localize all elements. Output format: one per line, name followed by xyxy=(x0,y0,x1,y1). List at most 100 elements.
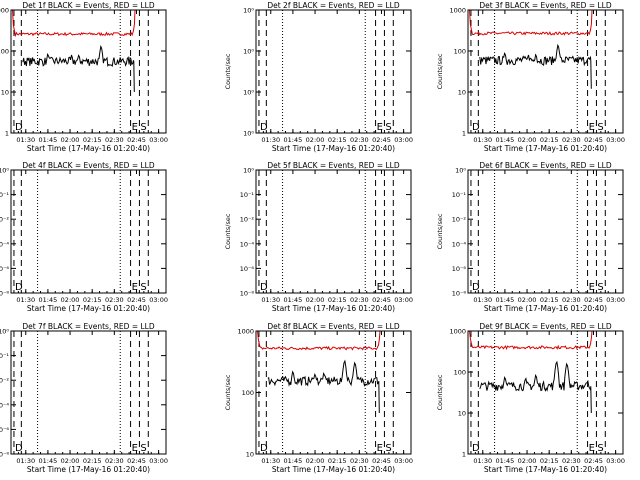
x-tick-label: 02:45 xyxy=(372,457,391,465)
marker-label: E xyxy=(132,122,138,133)
y-axis-label: Counts/sec xyxy=(224,213,232,249)
x-axis-label: Start Time (17-May-16 01:20:40) xyxy=(272,465,395,474)
x-tick-label: 02:15 xyxy=(540,136,559,144)
plot-frame xyxy=(10,330,167,455)
x-tick-label: 03:00 xyxy=(606,457,625,465)
y-tick-label: 100 xyxy=(454,369,466,377)
panel-5: Det 5f BLACK = Events, RED = LLD D E S 01:30… xyxy=(224,161,413,313)
y-tick-label: 1 xyxy=(5,130,9,138)
plot-frame xyxy=(10,169,167,294)
y-tick-label: 10⁰ xyxy=(243,130,254,138)
x-tick-label: 03:00 xyxy=(394,457,413,465)
x-tick-label: 03:00 xyxy=(394,296,413,304)
lld-series-line xyxy=(469,330,593,351)
y-axis-label: Counts/sec xyxy=(436,374,444,410)
y-tick-label: 10 xyxy=(458,89,466,97)
x-axis-label: Start Time (17-May-16 01:20:40) xyxy=(27,304,150,313)
x-tick-label: 01:45 xyxy=(496,457,515,465)
y-tick-label: 10⁻² xyxy=(240,216,255,224)
y-tick-label: 10⁻² xyxy=(452,216,467,224)
panel-8: Det 8f BLACK = Events, RED = LLD D E S 01:30… xyxy=(224,322,413,474)
y-tick-label: 10 xyxy=(246,451,254,459)
x-tick-label: 02:45 xyxy=(584,136,603,144)
x-tick-label: 02:15 xyxy=(328,136,347,144)
events-series-line xyxy=(22,44,135,93)
x-tick-label: 02:15 xyxy=(83,296,102,304)
x-tick-label: 01:30 xyxy=(16,457,35,465)
panel-title: Det 7f BLACK = Events, RED = LLD xyxy=(22,322,155,331)
x-tick-label: 02:30 xyxy=(562,296,581,304)
x-tick-label: 01:30 xyxy=(16,296,35,304)
events-series-line xyxy=(267,359,380,414)
panel-title: Det 3f BLACK = Events, RED = LLD xyxy=(479,1,612,10)
y-tick-label: 1000 xyxy=(237,328,254,336)
panel-title: Det 1f BLACK = Events, RED = LLD xyxy=(22,1,155,10)
x-tick-label: 02:30 xyxy=(350,136,369,144)
x-axis-label: Start Time (17-May-16 01:20:40) xyxy=(484,144,607,153)
panel-title: Det 5f BLACK = Events, RED = LLD xyxy=(267,161,400,170)
panel-title: Det 9f BLACK = Events, RED = LLD xyxy=(479,322,612,331)
plot-frame xyxy=(255,169,412,294)
x-tick-label: 02:00 xyxy=(306,457,325,465)
x-tick-label: 01:30 xyxy=(261,296,280,304)
x-tick-label: 01:45 xyxy=(284,457,303,465)
panel-3: Det 3f BLACK = Events, RED = LLD D E S 01:30… xyxy=(436,1,625,153)
y-tick-label: 10⁻⁴ xyxy=(240,240,255,248)
x-tick-label: 02:45 xyxy=(127,457,146,465)
x-tick-label: 01:45 xyxy=(39,136,58,144)
x-tick-label: 02:00 xyxy=(518,457,537,465)
x-tick-label: 01:30 xyxy=(261,457,280,465)
marker-label: S xyxy=(385,443,391,454)
y-tick-label: 10⁻¹ xyxy=(0,191,9,199)
x-axis-label: Start Time (17-May-16 01:20:40) xyxy=(484,304,607,313)
marker-label: S xyxy=(385,122,391,133)
x-axis-label: Start Time (17-May-16 01:20:40) xyxy=(27,144,150,153)
y-tick-label: 1 xyxy=(462,130,466,138)
x-axis-label: Start Time (17-May-16 01:20:40) xyxy=(272,144,395,153)
y-tick-label: 10⁻⁶ xyxy=(0,265,9,273)
x-tick-label: 02:00 xyxy=(61,296,80,304)
y-tick-label: 10 xyxy=(458,410,466,418)
x-tick-label: 01:45 xyxy=(284,136,303,144)
x-tick-label: 02:45 xyxy=(127,296,146,304)
y-axis-label: Counts/sec xyxy=(224,53,232,89)
panel-4: Det 4f BLACK = Events, RED = LLD D E S 01:30… xyxy=(0,161,168,313)
x-tick-label: 02:45 xyxy=(127,136,146,144)
marker-label: D xyxy=(15,122,23,133)
plot-frame xyxy=(467,330,624,455)
x-tick-label: 02:45 xyxy=(584,296,603,304)
x-tick-label: 02:00 xyxy=(61,457,80,465)
x-tick-label: 03:00 xyxy=(394,136,413,144)
x-tick-label: 02:15 xyxy=(328,296,347,304)
y-tick-label: 10 xyxy=(1,89,9,97)
x-axis-label: Start Time (17-May-16 01:20:40) xyxy=(484,465,607,474)
x-tick-label: 01:45 xyxy=(39,296,58,304)
marker-label: S xyxy=(140,282,146,293)
x-tick-label: 03:00 xyxy=(149,457,168,465)
lld-series-line xyxy=(469,9,593,36)
y-tick-label: 10⁻¹ xyxy=(0,352,9,360)
y-tick-label: 1000 xyxy=(449,328,466,336)
marker-label: E xyxy=(132,282,138,293)
y-tick-label: 10⁻⁸ xyxy=(0,451,9,459)
x-tick-label: 02:00 xyxy=(518,136,537,144)
lld-series-line xyxy=(12,9,136,38)
plot-frame xyxy=(467,9,624,134)
marker-label: S xyxy=(597,282,603,293)
x-axis-label: Start Time (17-May-16 01:20:40) xyxy=(27,465,150,474)
marker-label: E xyxy=(589,282,595,293)
marker-label: D xyxy=(15,443,23,454)
panel-7: Det 7f BLACK = Events, RED = LLD D E S 01:30… xyxy=(0,322,168,474)
x-tick-label: 01:30 xyxy=(473,296,492,304)
y-tick-label: 10⁻⁸ xyxy=(240,290,255,298)
x-tick-label: 02:00 xyxy=(61,136,80,144)
marker-label: D xyxy=(260,122,268,133)
y-tick-label: 10⁻⁴ xyxy=(452,240,467,248)
y-axis-label: Counts/sec xyxy=(436,53,444,89)
panel-title: Det 2f BLACK = Events, RED = LLD xyxy=(267,1,400,10)
marker-label: D xyxy=(472,443,480,454)
x-tick-label: 03:00 xyxy=(149,136,168,144)
x-tick-label: 02:30 xyxy=(350,457,369,465)
y-tick-label: 1 xyxy=(462,451,466,459)
marker-label: D xyxy=(472,282,480,293)
